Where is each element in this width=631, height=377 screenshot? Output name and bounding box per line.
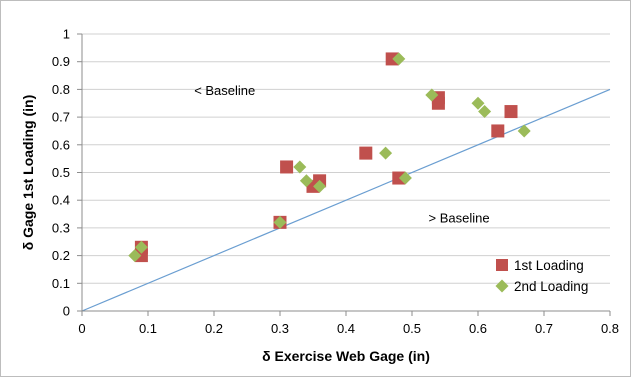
2nd-loading-point (299, 174, 313, 188)
1st-loading-point (504, 105, 518, 119)
1st-loading-point (392, 171, 406, 185)
y-tick-label: 1 (63, 27, 70, 42)
1st-loading-point (431, 96, 445, 110)
legend-label-1st-loading: 1st Loading (514, 258, 584, 273)
y-tick-label: 0.7 (52, 110, 70, 125)
2nd-loading-point (128, 249, 142, 263)
y-tick-label: 0.3 (52, 220, 70, 235)
x-tick-label: 0.1 (139, 321, 157, 336)
2nd-loading-point (425, 88, 439, 102)
2nd-loading-point (471, 96, 485, 110)
y-tick-label: 0 (63, 304, 70, 319)
x-tick-label: 0.2 (205, 321, 223, 336)
1st-loading-point (491, 124, 505, 138)
x-axis-title: δ Exercise Web Gage (in) (262, 348, 430, 364)
2nd-loading-point (313, 179, 327, 193)
2nd-loading-point (134, 240, 148, 254)
y-axis-title: δ Gage 1st Loading (in) (20, 95, 36, 251)
2nd-loading-point (273, 215, 287, 229)
1st-loading-point (385, 52, 399, 66)
axes (77, 33, 611, 316)
y-tick-labels: 0 0.1 0.2 0.3 0.4 0.5 0.6 0.7 0.8 0.9 1 (52, 27, 70, 319)
legend: 1st Loading 2nd Loading (495, 258, 588, 294)
2nd-loading-point (478, 105, 492, 119)
annotation-above-baseline: < Baseline (194, 83, 255, 98)
1st-loading-point (134, 249, 148, 263)
x-tick-label: 0.5 (403, 321, 421, 336)
legend-marker-1st-loading (496, 259, 508, 271)
y-tick-label: 0.1 (52, 276, 70, 291)
y-tick-label: 0.2 (52, 248, 70, 263)
x-tick-label: 0.7 (535, 321, 553, 336)
2nd-loading-point (392, 52, 406, 66)
gridlines (82, 33, 610, 284)
1st-loading-point (359, 146, 373, 160)
1st-loading-point (280, 160, 294, 174)
x-tick-label: 0 (78, 321, 85, 336)
2nd-loading-point (293, 160, 307, 174)
2nd-loading-point (517, 124, 531, 138)
annotation-below-baseline: > Baseline (429, 210, 490, 225)
2nd-loading-point (398, 171, 412, 185)
y-tick-label: 0.5 (52, 165, 70, 180)
x-tick-labels: 0 0.1 0.2 0.3 0.4 0.5 0.6 0.7 0.8 (78, 321, 619, 336)
baseline-line (81, 88, 611, 312)
legend-label-2nd-loading: 2nd Loading (514, 279, 588, 294)
2nd-loading-point (379, 146, 393, 160)
y-tick-label: 0.9 (52, 54, 70, 69)
data-points (128, 52, 531, 263)
x-tick-label: 0.8 (601, 321, 619, 336)
x-tick-label: 0.3 (271, 321, 289, 336)
y-tick-label: 0.6 (52, 137, 70, 152)
legend-marker-2nd-loading (495, 279, 509, 293)
y-tick-label: 0.8 (52, 82, 70, 97)
x-tick-label: 0.4 (337, 321, 355, 336)
y-tick-label: 0.4 (52, 193, 70, 208)
x-tick-label: 0.6 (469, 321, 487, 336)
